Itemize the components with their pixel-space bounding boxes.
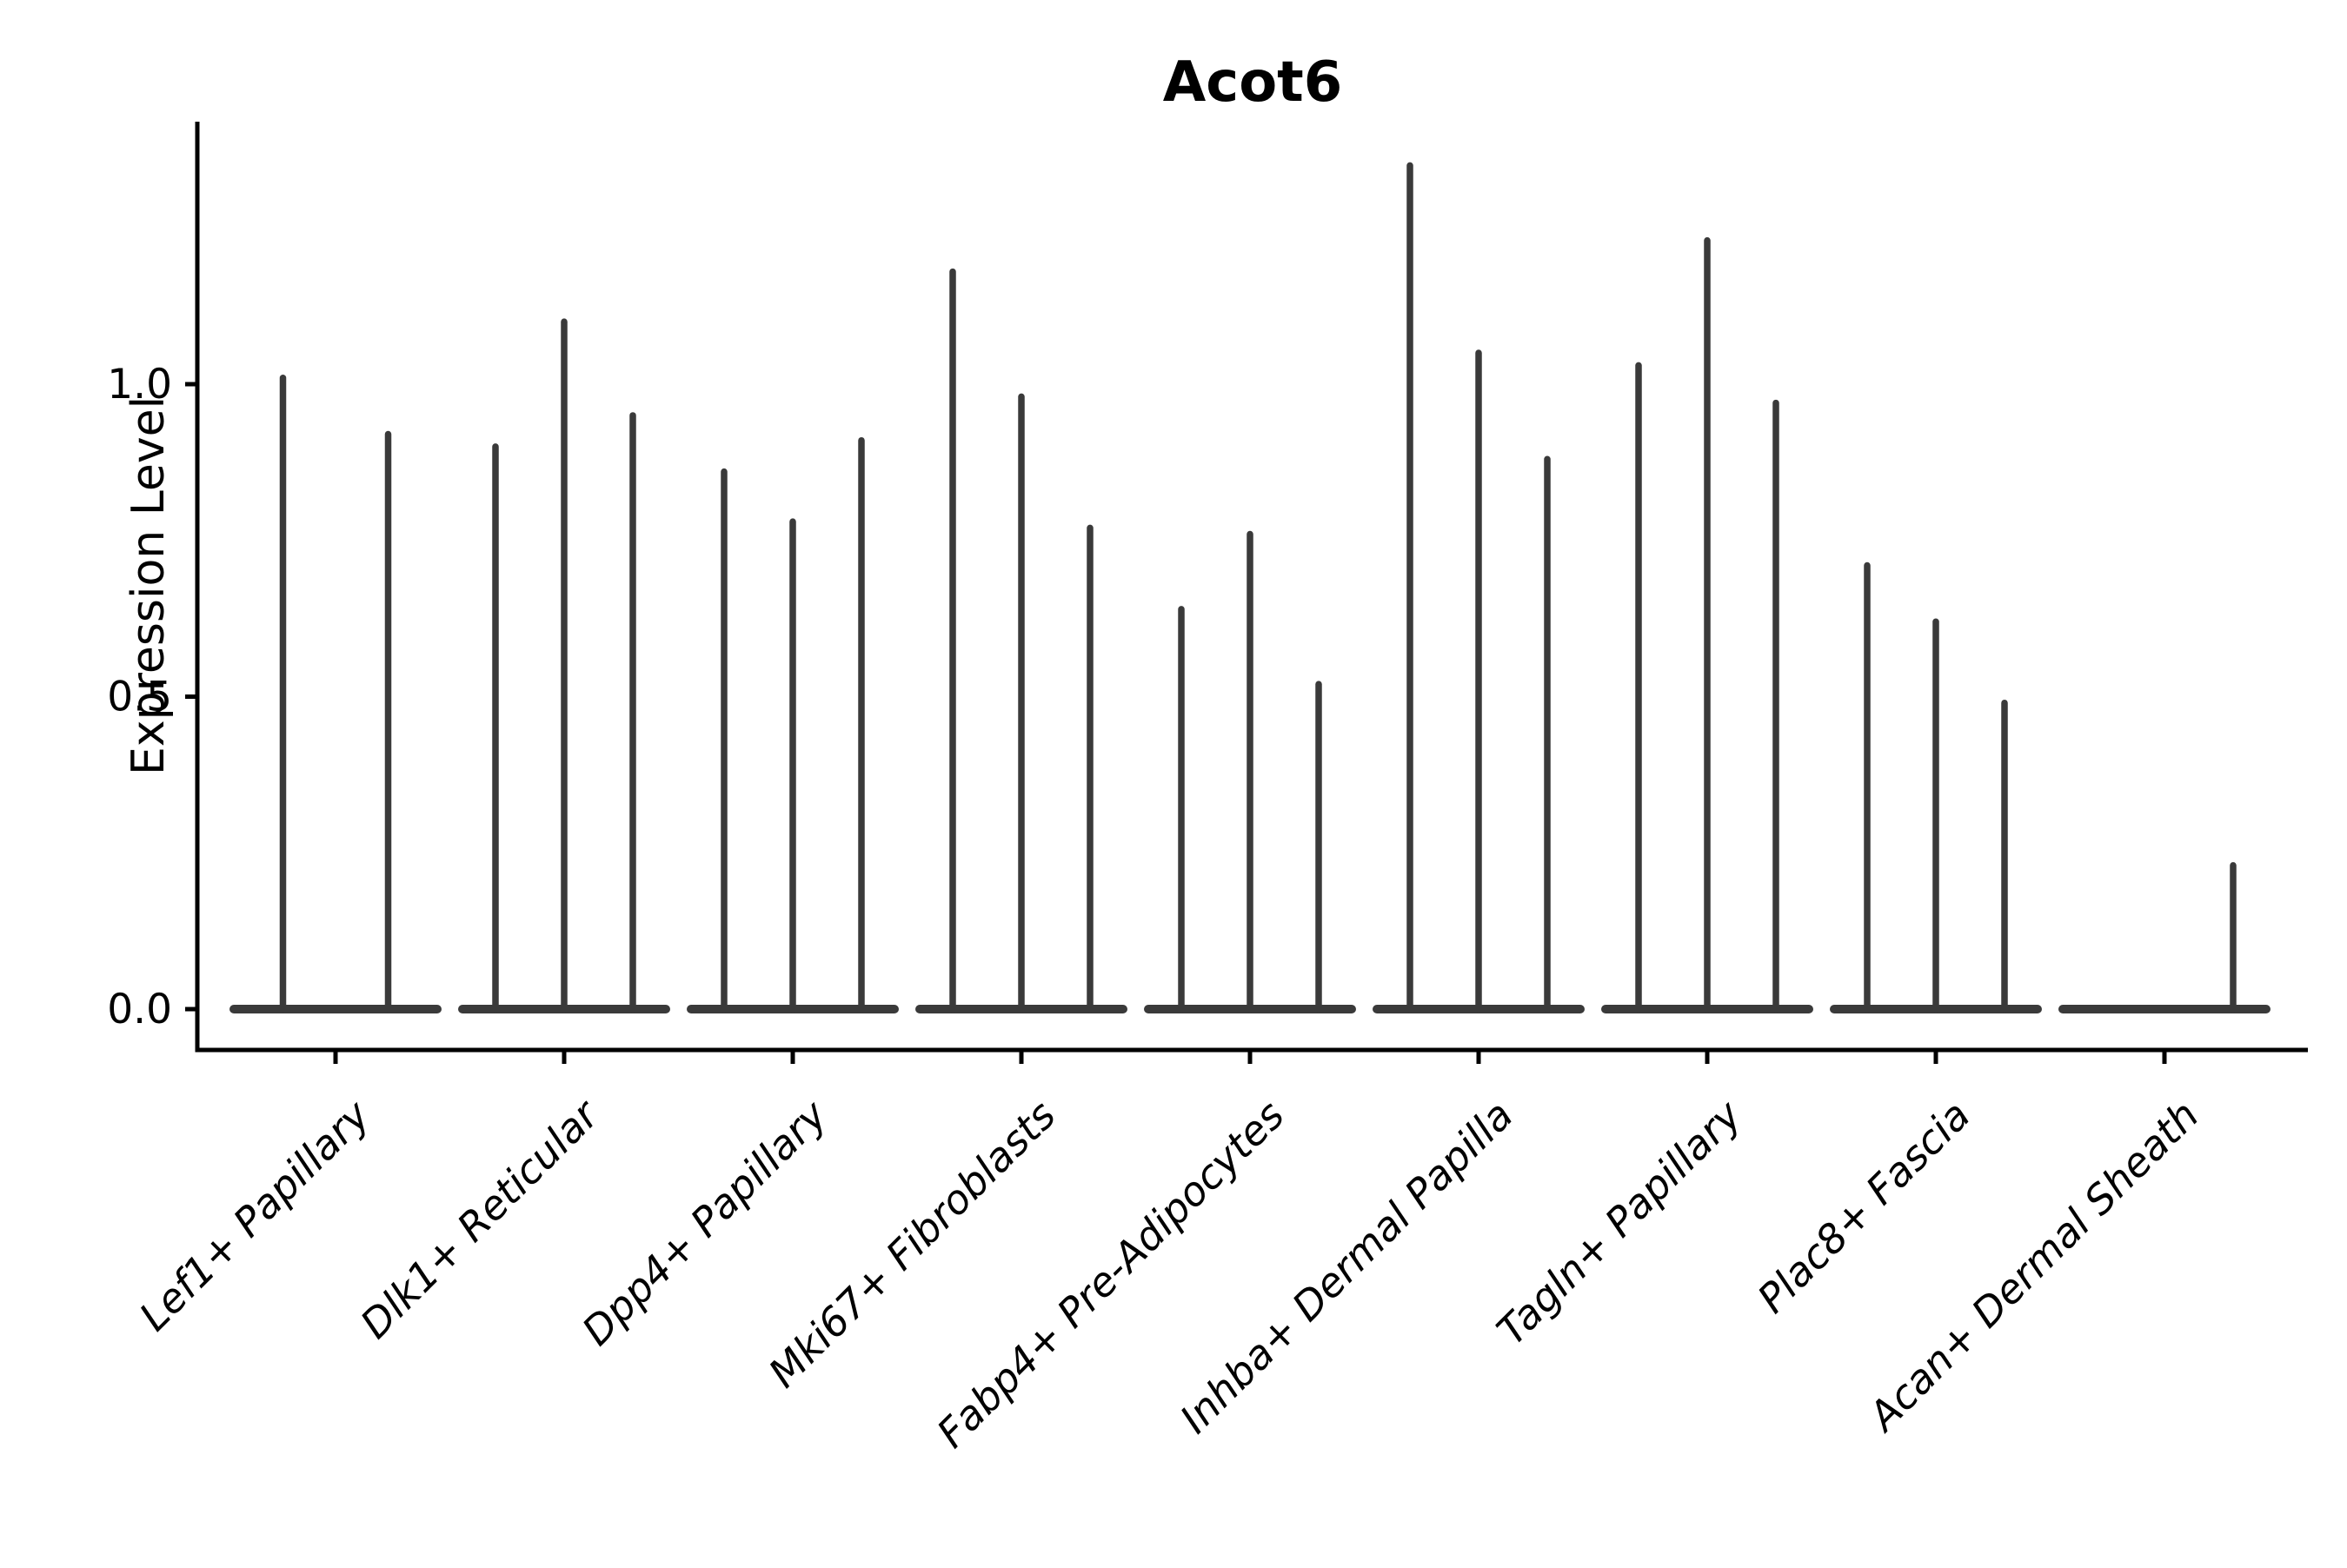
y-tick-label: 0.5	[107, 674, 172, 721]
chart-title: Acot6	[1163, 50, 1343, 115]
x-tick-label: Lef1+ Papillary	[130, 1091, 379, 1339]
y-tick-label: 1.0	[107, 361, 172, 409]
y-tick-label: 0.0	[107, 986, 172, 1033]
x-tick-label: Dpp4+ Papillary	[573, 1091, 836, 1354]
x-tick-label: Tagln+ Papillary	[1487, 1091, 1751, 1354]
x-tick-label: Dlk1+ Reticular	[351, 1089, 609, 1347]
y-axis-label: Expression Level	[123, 396, 175, 775]
x-tick-label: Plac8+ Fascia	[1748, 1092, 1978, 1322]
